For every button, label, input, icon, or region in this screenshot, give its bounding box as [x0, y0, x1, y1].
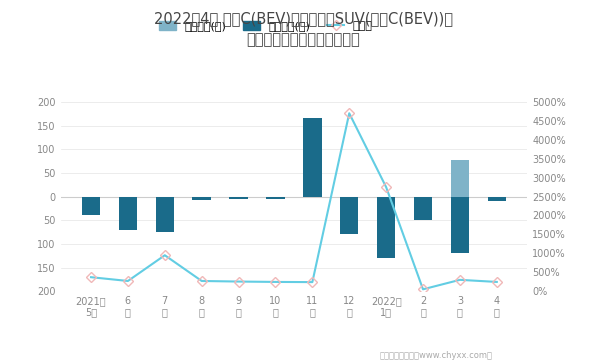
Bar [451, 160, 469, 197]
Bar [377, 197, 395, 258]
Legend: 积压库存(辆), 清仓库存(辆), 产销率: 积压库存(辆), 清仓库存(辆), 产销率 [155, 17, 377, 36]
Text: 2022年4月 奥迪C(BEV)旗下最畅销SUV(奥迪C(BEV))近
一年库存情况及产销率统计图: 2022年4月 奥迪C(BEV)旗下最畅销SUV(奥迪C(BEV))近 一年库存… [153, 11, 453, 47]
Bar [340, 197, 359, 234]
Bar [119, 197, 137, 230]
Bar [414, 197, 432, 220]
Bar [266, 197, 285, 199]
Bar [156, 197, 174, 232]
Bar [82, 197, 100, 215]
Bar [229, 197, 248, 199]
Bar [303, 178, 322, 197]
Bar [303, 118, 322, 197]
Bar [488, 197, 506, 201]
Bar [451, 197, 469, 253]
Text: 制图：智研咨询（www.chyxx.com）: 制图：智研咨询（www.chyxx.com） [380, 351, 493, 360]
Bar [193, 197, 211, 200]
